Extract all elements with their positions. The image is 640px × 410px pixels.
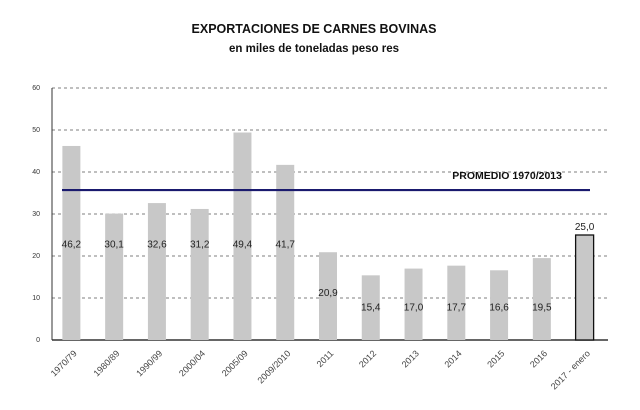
x-tick-label: 2014 — [442, 348, 463, 369]
bar — [190, 208, 209, 340]
data-label: 41,7 — [275, 240, 295, 251]
x-tick-label: 2015 — [485, 348, 506, 369]
x-tick-label: 2012 — [357, 348, 378, 369]
bar — [276, 164, 295, 340]
data-label: 17,0 — [404, 303, 424, 314]
y-tick-label: 30 — [32, 211, 40, 218]
x-tick-label: 2009/2010 — [255, 348, 292, 385]
data-label: 16,6 — [489, 303, 509, 314]
y-tick-label: 40 — [32, 169, 40, 176]
data-label: 25,0 — [575, 222, 595, 233]
data-label: 31,2 — [190, 240, 210, 251]
bar — [147, 203, 166, 340]
bar — [319, 252, 337, 340]
bar — [532, 258, 551, 340]
data-label: 20,9 — [318, 288, 338, 299]
x-tick-label: 2005/09 — [220, 348, 250, 378]
bar — [361, 275, 380, 340]
x-tick-label: 2000/04 — [177, 348, 207, 378]
x-tick-label: 2016 — [528, 348, 549, 369]
x-tick-label: 1980/89 — [91, 348, 121, 378]
bar — [105, 213, 124, 340]
y-tick-label: 0 — [36, 337, 40, 344]
data-label: 49,4 — [233, 240, 253, 251]
data-label: 32,6 — [147, 240, 167, 251]
average-label: PROMEDIO 1970/2013 — [452, 170, 562, 182]
data-label: 15,4 — [361, 303, 381, 314]
x-tick-label: 1970/79 — [49, 348, 79, 378]
x-tick-label: 2013 — [400, 348, 421, 369]
x-tick-label: 2011 — [315, 348, 336, 369]
x-tick-label: 2017 - enero — [549, 348, 592, 391]
chart-subtitle: en miles de toneladas peso res — [229, 43, 399, 55]
y-tick-label: 60 — [32, 85, 40, 92]
chart-title: EXPORTACIONES DE CARNES BOVINAS — [192, 22, 437, 36]
data-label: 19,5 — [532, 303, 552, 314]
x-tick-label: 1990/99 — [134, 348, 164, 378]
y-tick-label: 10 — [32, 295, 40, 302]
bar — [574, 234, 595, 341]
data-label: 17,7 — [447, 303, 467, 314]
y-tick-label: 20 — [32, 253, 40, 260]
bar — [233, 132, 252, 340]
data-label: 30,1 — [104, 240, 124, 251]
y-tick-label: 50 — [32, 127, 40, 134]
bar — [404, 268, 423, 340]
bar — [62, 145, 81, 340]
bar — [447, 265, 466, 340]
data-label: 46,2 — [62, 240, 82, 251]
bar — [490, 270, 509, 340]
